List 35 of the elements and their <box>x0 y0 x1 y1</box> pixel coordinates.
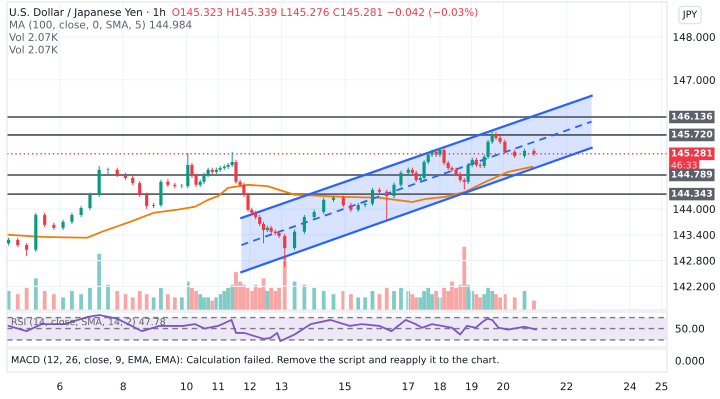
x-tick-label: 17 <box>402 382 414 390</box>
x-tick-label: 8 <box>120 382 126 390</box>
x-tick-label: 25 <box>656 382 668 390</box>
annotation: MA (100, close, 0, SMA, 5) 144.984 <box>10 20 192 30</box>
annotation: O145.323 H145.339 L145.276 C145.281 −0.042 (−0.03%) <box>172 8 478 18</box>
text: 46:33 <box>671 162 697 169</box>
annotation: Vol 2.07K <box>9 32 58 42</box>
y-tick-label: 144.000 <box>674 205 715 214</box>
y-axis-title: JPY <box>682 10 698 20</box>
x-tick-label: 6 <box>57 382 63 390</box>
ref-line-label: 144.789 <box>672 170 712 178</box>
y-tick-label: 143.400 <box>674 230 715 239</box>
x-tick-label: 19 <box>466 382 478 390</box>
x-tick-label: 15 <box>339 382 351 390</box>
annotation: Vol 2.07K <box>9 45 58 54</box>
x-tick-label: 13 <box>276 382 288 390</box>
x-tick-label: 24 <box>624 382 636 390</box>
ref-line-label: 145.281 <box>672 150 712 156</box>
x-tick-label: 18 <box>434 382 446 390</box>
x-tick-label: 22 <box>560 382 572 390</box>
y-tick-label: 148.000 <box>674 33 715 41</box>
text: 50.00 <box>676 324 704 333</box>
y-tick-label: 142.200 <box>674 282 715 290</box>
x-tick-label: 20 <box>497 382 510 390</box>
ref-line-label: 144.343 <box>672 190 712 197</box>
text: MACD (12, 26, close, 9, EMA, EMA): Calculation failed. Remove the script and reapply it to the chart. <box>12 356 498 366</box>
x-tick-label: 12 <box>244 382 256 390</box>
y-tick-label: 147.000 <box>674 76 715 84</box>
text: 0.000 <box>676 356 704 365</box>
y-tick-label: 142.800 <box>674 256 715 265</box>
text: U.S. Dollar / Japanese Yen · 1h <box>10 8 166 18</box>
x-tick-label: 11 <box>212 382 224 390</box>
x-tick-label: 10 <box>181 382 193 390</box>
ref-line-label: 145.720 <box>672 130 712 138</box>
ref-line-label: 146.136 <box>672 112 712 120</box>
